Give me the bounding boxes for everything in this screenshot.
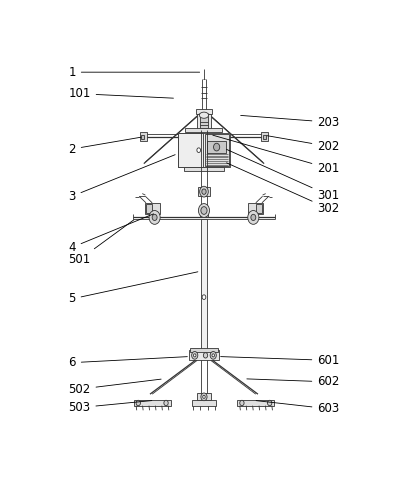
Circle shape — [201, 393, 207, 401]
Circle shape — [200, 186, 208, 197]
Bar — [237, 400, 274, 406]
Circle shape — [240, 400, 244, 406]
Text: 501: 501 — [68, 220, 134, 266]
Bar — [184, 167, 224, 171]
Text: 3: 3 — [68, 155, 175, 203]
Circle shape — [214, 143, 220, 151]
Circle shape — [191, 351, 198, 359]
Bar — [192, 400, 217, 406]
Circle shape — [203, 395, 205, 398]
Bar — [201, 220, 207, 352]
Circle shape — [251, 215, 256, 221]
Circle shape — [201, 207, 207, 215]
Text: 601: 601 — [220, 354, 339, 367]
Bar — [190, 348, 218, 352]
Circle shape — [267, 400, 272, 406]
Text: 201: 201 — [213, 135, 339, 175]
Text: 602: 602 — [247, 375, 339, 388]
Bar — [145, 203, 160, 214]
Circle shape — [164, 400, 168, 406]
Bar — [207, 141, 226, 153]
Text: 2: 2 — [68, 137, 141, 156]
Text: 503: 503 — [68, 401, 152, 414]
Ellipse shape — [199, 112, 209, 118]
Text: 301: 301 — [226, 149, 339, 202]
Bar — [248, 203, 263, 214]
Circle shape — [193, 354, 196, 357]
Bar — [178, 133, 230, 168]
Bar — [256, 204, 262, 213]
Circle shape — [202, 295, 206, 299]
Bar — [185, 128, 222, 132]
Text: 202: 202 — [267, 136, 339, 153]
Circle shape — [136, 400, 140, 406]
Bar — [197, 114, 211, 130]
Circle shape — [199, 204, 209, 218]
Bar — [200, 211, 208, 217]
Text: 6: 6 — [68, 356, 187, 369]
Text: 203: 203 — [241, 115, 339, 129]
Bar — [261, 132, 268, 141]
Text: 302: 302 — [226, 163, 339, 215]
Bar — [189, 350, 219, 360]
Circle shape — [248, 211, 259, 225]
Bar — [196, 109, 212, 114]
Bar — [134, 400, 171, 406]
Bar — [178, 133, 203, 168]
Circle shape — [152, 215, 157, 221]
Circle shape — [210, 351, 217, 359]
Bar — [198, 187, 210, 196]
Bar — [197, 393, 211, 400]
Circle shape — [203, 353, 208, 358]
Circle shape — [197, 148, 201, 153]
Circle shape — [202, 189, 206, 195]
Bar — [205, 134, 228, 166]
Circle shape — [149, 211, 160, 225]
Bar — [146, 204, 152, 213]
Bar — [141, 135, 144, 139]
Text: 5: 5 — [68, 272, 198, 305]
Text: 4: 4 — [68, 214, 154, 254]
Bar — [140, 132, 146, 141]
Circle shape — [212, 354, 215, 357]
Bar — [200, 116, 208, 128]
Text: 101: 101 — [68, 87, 174, 100]
Text: 1: 1 — [68, 66, 200, 79]
Bar — [263, 135, 266, 139]
Text: 603: 603 — [256, 401, 339, 415]
Text: 502: 502 — [68, 379, 161, 396]
